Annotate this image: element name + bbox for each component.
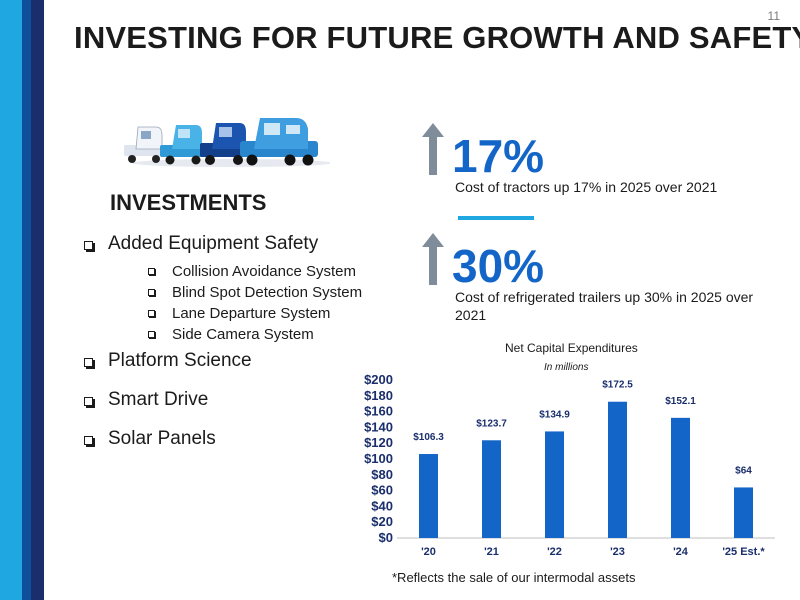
tractor-cost-stat: 17% bbox=[452, 130, 545, 182]
investment-item: Added Equipment Safety Collision Avoidan… bbox=[84, 232, 362, 345]
investment-subitem: Blind Spot Detection System bbox=[148, 282, 362, 303]
y-tick-label: $140 bbox=[364, 419, 393, 434]
checkbox-bullet-icon bbox=[148, 310, 155, 317]
stats-divider bbox=[458, 216, 534, 220]
subitem-label: Collision Avoidance System bbox=[172, 263, 356, 280]
up-arrow-icon bbox=[422, 233, 444, 285]
y-tick-label: $40 bbox=[371, 498, 393, 513]
x-tick-label: '20 bbox=[421, 546, 436, 558]
investment-subitem: Side Camera System bbox=[148, 324, 362, 345]
y-tick-label: $0 bbox=[379, 530, 393, 545]
trucks-illustration bbox=[124, 118, 330, 167]
investment-label: Added Equipment Safety bbox=[108, 233, 319, 254]
x-tick-label: '23 bbox=[610, 546, 625, 558]
slide-title: INVESTING FOR FUTURE GROWTH AND SAFETY bbox=[74, 20, 800, 55]
truck-white bbox=[124, 126, 164, 163]
subitem-label: Side Camera System bbox=[172, 326, 314, 343]
y-tick-label: $100 bbox=[364, 451, 393, 466]
checkbox-bullet-icon bbox=[148, 268, 155, 275]
bar-5 bbox=[734, 487, 753, 538]
truck-sky-blue bbox=[240, 118, 318, 166]
x-tick-label: '24 bbox=[673, 546, 689, 558]
investment-item: Solar Panels bbox=[84, 427, 362, 451]
investment-item: Platform Science bbox=[84, 349, 362, 373]
investments-heading: INVESTMENTS bbox=[110, 190, 267, 215]
checkbox-bullet-icon bbox=[84, 358, 93, 367]
left-accent-stripe-mid bbox=[22, 0, 31, 600]
investment-label: Smart Drive bbox=[108, 389, 209, 410]
page-number: 11 bbox=[767, 9, 780, 23]
truck-light-blue bbox=[160, 125, 204, 165]
y-tick-label: $20 bbox=[371, 514, 393, 529]
data-label: $64 bbox=[735, 465, 752, 476]
investments-list: Added Equipment Safety Collision Avoidan… bbox=[84, 232, 362, 451]
bar-2 bbox=[545, 431, 564, 538]
checkbox-bullet-icon bbox=[84, 397, 93, 406]
investment-subitem: Lane Departure System bbox=[148, 303, 362, 324]
y-tick-label: $60 bbox=[371, 483, 393, 498]
data-label: $123.7 bbox=[476, 418, 507, 429]
y-tick-label: $180 bbox=[364, 388, 393, 403]
data-label: $106.3 bbox=[413, 432, 444, 443]
bar-0 bbox=[419, 454, 438, 538]
chart-title: Net Capital Expenditures bbox=[505, 341, 638, 355]
investment-label: Solar Panels bbox=[108, 428, 216, 449]
chart-subtitle: In millions bbox=[544, 362, 589, 373]
capex-bar-chart: $0$20$40$60$80$100$120$140$160$180$200 $1… bbox=[364, 372, 775, 558]
subitem-label: Lane Departure System bbox=[172, 305, 331, 322]
trailer-cost-description: Cost of refrigerated trailers up 30% in … bbox=[455, 289, 754, 323]
checkbox-bullet-icon bbox=[84, 241, 93, 250]
truck-dark-blue bbox=[200, 123, 248, 165]
checkbox-bullet-icon bbox=[148, 289, 155, 296]
bar-3 bbox=[608, 401, 627, 538]
bar-1 bbox=[482, 440, 501, 538]
trailer-cost-stat: 30% bbox=[452, 240, 545, 292]
data-label: $172.5 bbox=[602, 380, 633, 391]
tractor-cost-description: Cost of tractors up 17% in 2025 over 202… bbox=[455, 179, 718, 195]
checkbox-bullet-icon bbox=[148, 331, 155, 338]
data-label: $152.1 bbox=[665, 396, 696, 407]
investment-subitem: Collision Avoidance System bbox=[148, 261, 362, 282]
x-tick-label: '21 bbox=[484, 546, 499, 558]
equipment-safety-sublist: Collision Avoidance System Blind Spot De… bbox=[148, 261, 362, 345]
x-tick-label: '22 bbox=[547, 546, 562, 558]
left-accent-stripe-light bbox=[0, 0, 22, 600]
y-tick-label: $160 bbox=[364, 404, 393, 419]
y-tick-label: $120 bbox=[364, 435, 393, 450]
data-label: $134.9 bbox=[539, 409, 570, 420]
x-tick-label: '25 Est.* bbox=[722, 546, 765, 558]
bar-4 bbox=[671, 417, 690, 538]
checkbox-bullet-icon bbox=[84, 436, 93, 445]
subitem-label: Blind Spot Detection System bbox=[172, 284, 363, 301]
investment-item: Smart Drive bbox=[84, 388, 362, 412]
footnote: *Reflects the sale of our intermodal ass… bbox=[392, 570, 636, 585]
left-accent-stripe-dark bbox=[31, 0, 44, 600]
y-tick-label: $80 bbox=[371, 467, 393, 482]
investment-label: Platform Science bbox=[108, 350, 252, 371]
up-arrow-icon bbox=[422, 123, 444, 175]
y-tick-label: $200 bbox=[364, 372, 393, 387]
